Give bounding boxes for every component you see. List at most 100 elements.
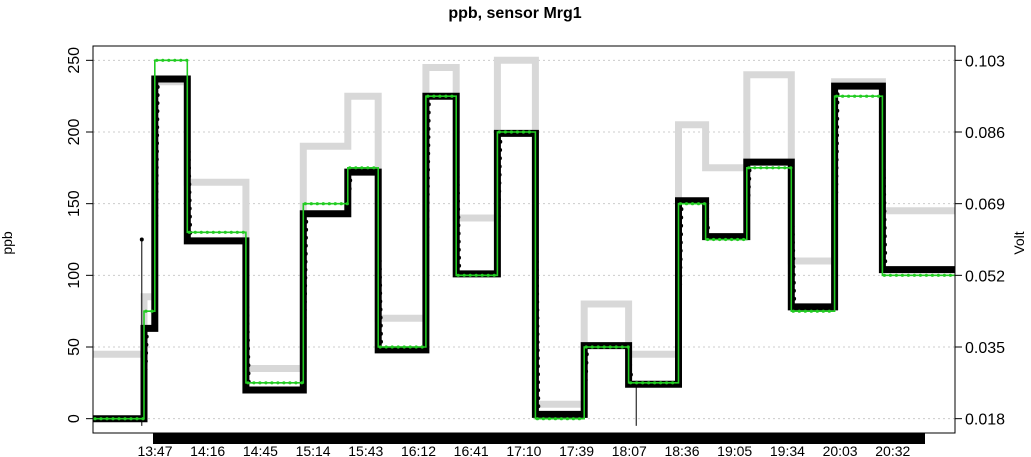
reference-point: [235, 230, 239, 234]
measured-point: [789, 160, 794, 165]
measured-point: [348, 170, 353, 175]
reference-point: [777, 166, 781, 170]
measured-point: [426, 143, 431, 148]
measured-point: [535, 356, 540, 361]
reference-point: [468, 273, 472, 277]
measured-point: [678, 265, 683, 270]
reference-point: [408, 345, 412, 349]
reference-point: [211, 230, 215, 234]
reference-point: [276, 381, 280, 385]
measured-point: [792, 296, 797, 301]
reference-point: [384, 345, 388, 349]
measured-point: [245, 338, 250, 343]
measured-point: [423, 347, 428, 352]
measured-point: [426, 102, 431, 107]
y2-tick-label: 0.052: [965, 268, 1005, 285]
x-tick-label: 17:10: [506, 443, 541, 457]
reference-point: [629, 381, 633, 385]
measured-point: [747, 168, 752, 173]
y2-axis-title: Volt: [1011, 231, 1027, 254]
reference-point: [492, 273, 496, 277]
reference-point: [724, 237, 728, 242]
reference-point: [444, 94, 448, 98]
time-axis-bar: [153, 433, 925, 444]
measured-point: [188, 238, 193, 243]
measured-point: [426, 118, 431, 123]
measured-point: [425, 176, 430, 180]
y-tick-label: 50: [66, 338, 83, 356]
reference-point: [871, 94, 875, 98]
reference-point: [665, 381, 669, 385]
reference-point: [105, 417, 109, 421]
reference-point: [696, 202, 701, 206]
measured-point: [456, 207, 461, 212]
reference-point: [252, 381, 256, 385]
measured-point: [536, 380, 540, 385]
reference-point: [521, 130, 526, 134]
reference-point: [378, 345, 382, 349]
x-tick-label: 19:05: [717, 443, 752, 457]
measured-point: [304, 227, 309, 232]
reference-point: [753, 166, 757, 170]
x-axis: 13:47 14:16 14:45 15:14 15:43 16:12 16:41 17:10…: [137, 443, 910, 457]
left-axis: 0 50 100 150 200 250: [66, 47, 93, 423]
reference-point: [229, 230, 233, 234]
measured-point: [187, 214, 192, 219]
measured-point: [152, 318, 157, 323]
measured-point: [246, 371, 251, 376]
measured-point: [880, 84, 885, 89]
reference-point: [865, 94, 869, 98]
reference-point: [173, 58, 177, 62]
measured-point: [303, 275, 308, 280]
measured-point: [497, 156, 502, 161]
reference-point: [547, 417, 552, 421]
reference-point: [99, 417, 103, 421]
reference-point: [942, 273, 947, 277]
measured-point: [246, 388, 251, 392]
measured-point: [426, 151, 431, 156]
reference-point: [565, 417, 570, 421]
reference-point: [559, 417, 564, 421]
reference-point: [791, 309, 795, 313]
y2-tick-label: 0.035: [965, 340, 1005, 357]
y2-tick-label: 0.103: [965, 53, 1005, 70]
reference-point: [309, 202, 313, 206]
measured-point: [145, 326, 149, 331]
measured-point: [747, 176, 752, 181]
measured-point: [835, 84, 840, 89]
measured-point: [679, 232, 683, 237]
measured-point: [347, 186, 352, 191]
y-tick-label: 150: [66, 190, 83, 217]
x-tick-label: 18:07: [612, 443, 647, 457]
measured-point: [791, 256, 796, 261]
measured-point: [457, 255, 461, 260]
reference-point: [702, 202, 707, 206]
measured-point: [345, 211, 350, 216]
measured-point: [535, 348, 540, 353]
y2-tick-label: 0.018: [965, 412, 1005, 429]
reference-point: [684, 202, 689, 206]
reference-point: [626, 345, 630, 349]
reference-point: [503, 130, 507, 134]
reference-point: [620, 345, 624, 349]
reference-point: [882, 273, 887, 277]
measured-point: [882, 217, 887, 222]
measured-point: [155, 77, 160, 81]
reference-point: [690, 202, 695, 206]
measured-point: [456, 231, 461, 236]
reference-trace: [93, 58, 955, 421]
measured-point: [678, 257, 683, 262]
measured-point: [535, 340, 540, 345]
measured-point: [303, 283, 308, 288]
measured-point: [456, 223, 461, 228]
measured-point: [678, 248, 683, 253]
reference-point: [117, 417, 121, 421]
measured-point: [457, 263, 462, 268]
measured-point: [535, 364, 540, 369]
reference-point: [327, 202, 331, 206]
measured-point: [155, 125, 160, 130]
reference-point: [736, 237, 740, 242]
reference-point: [199, 230, 203, 234]
y2-tick-label: 0.069: [965, 197, 1005, 214]
